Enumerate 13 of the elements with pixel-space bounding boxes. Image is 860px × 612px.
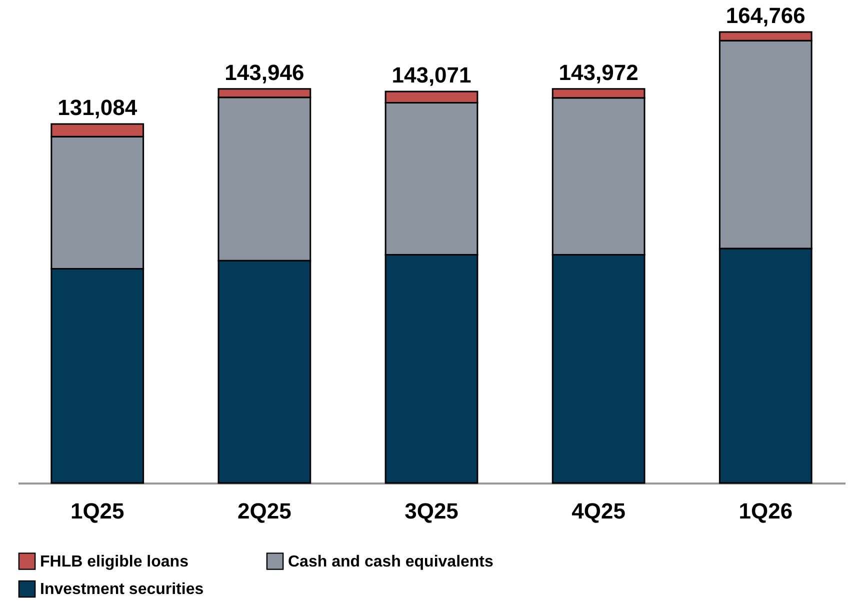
annotation: 143,946 <box>224 60 304 85</box>
annotation: 164,766 <box>726 3 806 28</box>
x-tick-label: 1Q26 <box>738 498 793 524</box>
x-tick-label: 1Q25 <box>70 498 124 524</box>
annotation: 131,084 <box>58 95 138 120</box>
legend-label: FHLB eligible loans <box>40 553 189 570</box>
x-tick-label: 2Q25 <box>238 498 292 524</box>
annotation: 143,972 <box>558 60 638 85</box>
legend-label: Investment securities <box>40 581 204 598</box>
x-tick-label: 3Q25 <box>404 498 458 524</box>
legend-label: Cash and cash equivalents <box>288 553 494 570</box>
annotation: 143,071 <box>392 62 472 88</box>
x-tick-label: 4Q25 <box>572 498 626 524</box>
